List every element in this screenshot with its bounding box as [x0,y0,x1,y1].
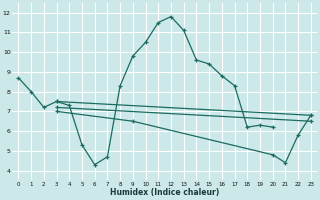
X-axis label: Humidex (Indice chaleur): Humidex (Indice chaleur) [110,188,219,197]
